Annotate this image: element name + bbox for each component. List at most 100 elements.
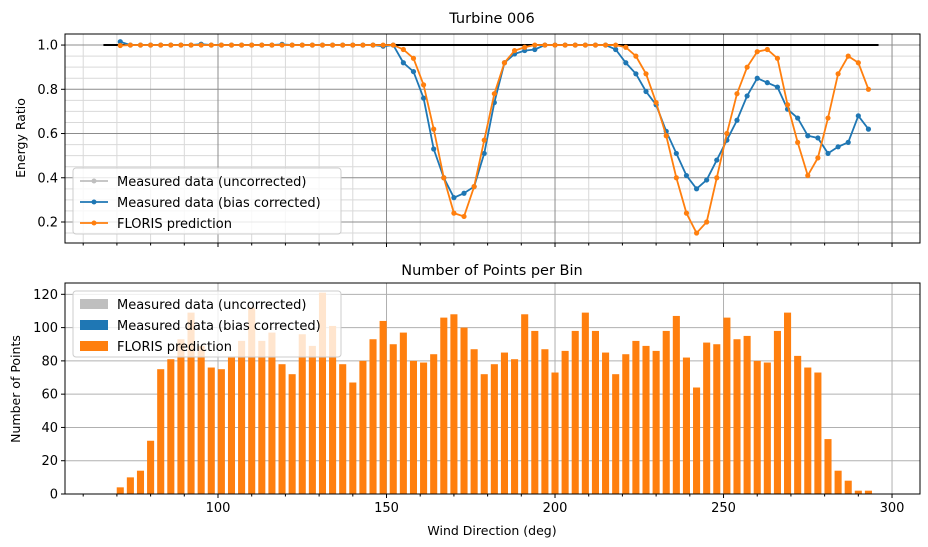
bar [339,364,347,494]
y-tick-label: 20 [41,454,58,469]
bar [632,340,640,494]
data-point [724,130,730,137]
data-point [572,42,578,48]
data-point [168,42,174,48]
bar [521,314,529,494]
data-point [592,42,599,48]
data-point [754,49,760,55]
data-point [744,93,750,99]
data-point [693,186,700,192]
y-tick-label: 100 [33,321,58,336]
data-point [734,91,740,97]
x-axis-label: Wind Direction (deg) [427,523,556,538]
bar [622,354,630,494]
bar [430,354,438,494]
data-point [279,42,285,48]
x-tick-label: 300 [880,501,905,516]
data-point [441,175,447,181]
data-point [805,133,811,139]
bar [642,345,650,494]
data-point [613,42,619,48]
data-point [410,55,417,61]
data-point [491,91,497,97]
bar [500,352,509,494]
data-point [673,150,679,157]
bar [258,340,266,494]
data-point [774,84,781,90]
data-point [522,44,528,50]
data-point [582,42,588,48]
data-point [289,42,295,48]
bar [359,360,367,494]
data-point [602,42,609,48]
data-point [825,115,831,121]
data-point [360,42,366,48]
data-point [714,157,720,163]
legend-marker [91,178,97,184]
bar [147,440,155,494]
bar [116,487,124,494]
data-point [704,219,710,225]
data-point [127,42,133,48]
legend [72,290,342,358]
data-point [299,42,305,48]
data-point [815,135,821,141]
data-point [461,190,467,196]
data-point [613,46,619,53]
bar [288,374,296,494]
bar [753,360,761,494]
bar [864,490,872,494]
legend-label: Measured data (bias corrected) [117,319,321,334]
bar [197,345,205,494]
bar [531,330,539,494]
legend-marker [91,199,97,205]
legend-label: FLORIS prediction [117,217,232,232]
data-point [835,71,841,77]
data-point [855,113,861,119]
bar [541,349,549,494]
bar [248,307,256,494]
data-point [117,42,123,49]
data-point [532,42,538,48]
data-point [845,139,851,145]
bar [773,330,781,494]
bar [733,339,741,494]
bar [834,470,842,494]
data-point [734,117,740,123]
data-point [451,210,457,216]
data-point [228,42,235,48]
bar [814,372,822,494]
data-point [643,88,649,95]
legend-bar-swatch [80,299,108,309]
bar [177,339,185,494]
data-point [390,42,396,48]
data-point [420,95,427,101]
data-point [714,175,720,181]
data-point [481,137,487,143]
bar [470,349,478,494]
bar [379,320,387,494]
data-point [340,42,346,48]
data-point [309,42,315,48]
bar [157,369,165,494]
data-point [238,42,245,48]
y-tick-label: 0.2 [37,215,58,230]
data-point [249,42,255,48]
data-point [633,71,639,77]
y-tick-label: 120 [33,288,58,303]
data-point [380,42,386,48]
data-point [451,195,457,201]
bar [227,357,236,494]
data-point [784,102,791,108]
data-point [319,42,326,48]
data-point [269,42,275,48]
bottom-y-axis-label: Number of Points [8,335,23,443]
y-tick-label: 1.0 [37,39,58,54]
bar [167,359,175,494]
bar [207,367,215,494]
bar [308,345,316,494]
data-point [623,60,629,66]
bar [713,344,721,494]
bar [490,364,498,494]
